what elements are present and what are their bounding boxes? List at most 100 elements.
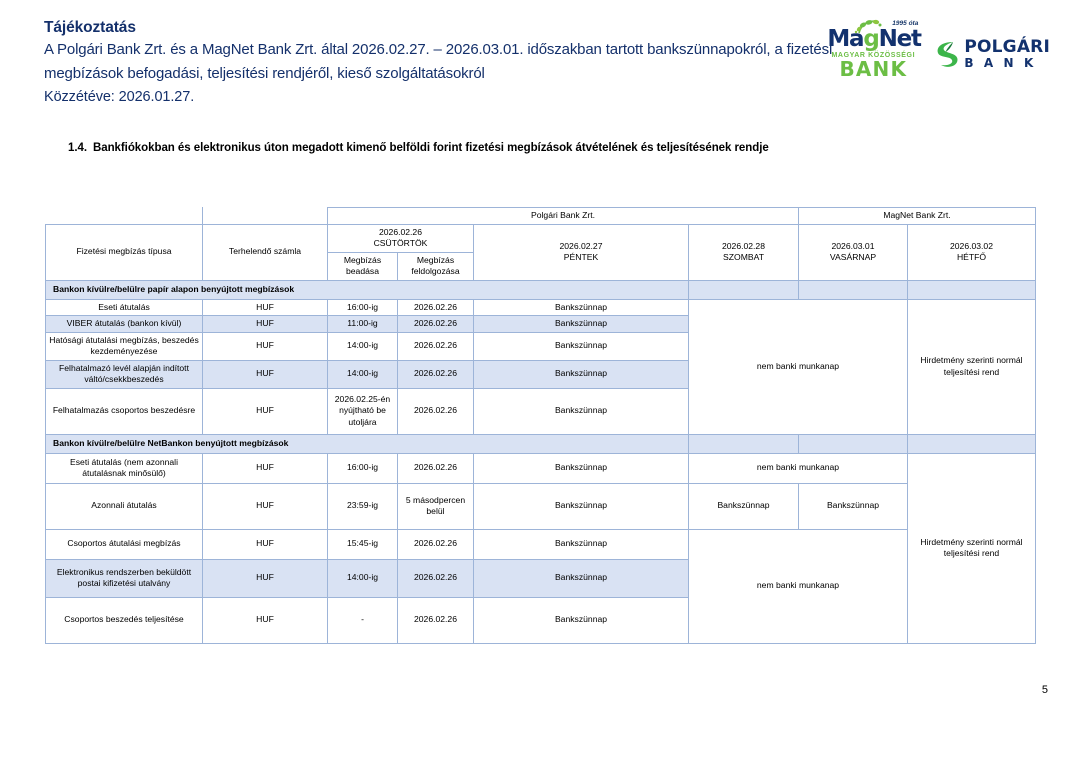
section-spacer-sat-2 xyxy=(688,433,799,454)
saturday-day: SZOMBAT xyxy=(723,252,764,262)
column-header-sunday: 2026.03.01 VASÁRNAP xyxy=(798,223,908,281)
bank-group-magnet: MagNet Bank Zrt. xyxy=(798,207,1036,225)
payment-schedule-table: Polgári Bank Zrt. MagNet Bank Zrt. Fizet… xyxy=(45,207,1036,644)
thursday-date: 2026.02.26 xyxy=(378,226,422,237)
row-process: 2026.02.26 xyxy=(397,359,474,389)
table-row: Felhatalmazás csoportos beszedésre HUF 2… xyxy=(45,387,1036,435)
magnet-word-g: g xyxy=(863,26,879,52)
column-header-process: Megbízás feldolgozása xyxy=(397,251,474,281)
row-type: Eseti átutalás (nem azonnali átutalásnak… xyxy=(45,452,203,484)
magnet-wordmark: MagNet xyxy=(827,26,922,52)
section2-row1-weekend-merged: nem banki munkanap xyxy=(688,452,908,484)
magnet-word-part1: Ma xyxy=(827,26,864,52)
column-header-thursday: 2026.02.26 CSÜTÖRTÖK xyxy=(327,223,474,253)
row-submit: 14:00-ig xyxy=(327,359,398,389)
row-friday: Bankszünnap xyxy=(473,387,689,435)
section2-weekend-merged: nem banki munkanap xyxy=(688,528,908,644)
section-label-paper: Bankon kívülre/belülre papír alapon beny… xyxy=(45,279,689,300)
sunday-day: VASÁRNAP xyxy=(829,252,877,262)
table-row: Azonnali átutalás HUF 23:59-ig 5 másodpe… xyxy=(45,482,1036,530)
bank-group-polgari: Polgári Bank Zrt. xyxy=(327,207,799,225)
row-submit: - xyxy=(327,596,398,644)
row-type: Felhatalmazó levél alapján indított vált… xyxy=(45,359,203,389)
table-row: Hatósági átutalási megbízás, beszedés ke… xyxy=(45,331,1036,361)
row-account: HUF xyxy=(202,315,328,333)
row-sunday: Bankszünnap xyxy=(798,482,908,530)
logo-group: 1995 óta MagNet MAGYAR KÖZÖSSÉGI BANK PO… xyxy=(827,19,1050,79)
friday-day: PÉNTEK xyxy=(563,252,599,262)
polgari-text-block: POLGÁRI B A N K xyxy=(964,36,1050,70)
row-submit: 23:59-ig xyxy=(327,482,398,530)
table-header-dates: Fizetési megbízás típusa Terhelendő szám… xyxy=(45,223,1036,281)
row-type: Elektronikus rendszerben beküldött posta… xyxy=(45,558,203,598)
page-title: Tájékoztatás xyxy=(44,19,136,36)
row-type: VIBER átutalás (bankon kívül) xyxy=(45,315,203,333)
section1-monday-merged: Hirdetmény szerinti normál teljesítési r… xyxy=(907,298,1036,435)
row-process: 2026.02.26 xyxy=(397,331,474,361)
row-friday: Bankszünnap xyxy=(473,558,689,598)
section-spacer-sun-1 xyxy=(798,279,908,300)
row-process: 2026.02.26 xyxy=(397,387,474,435)
row-type: Eseti átutalás xyxy=(45,298,203,316)
thursday-day: CSÜTÖRTÖK xyxy=(373,238,428,248)
row-friday: Bankszünnap xyxy=(473,452,689,484)
header-spacer-type xyxy=(45,207,203,225)
row-type: Azonnali átutalás xyxy=(45,482,203,530)
row-account: HUF xyxy=(202,359,328,389)
row-submit: 16:00-ig xyxy=(327,452,398,484)
row-process: 2026.02.26 xyxy=(397,452,474,484)
table-row: Csoportos beszedés teljesítése HUF - 202… xyxy=(45,596,1036,644)
row-friday: Bankszünnap xyxy=(473,331,689,361)
row-friday: Bankszünnap xyxy=(473,315,689,333)
row-process: 2026.02.26 xyxy=(397,596,474,644)
section-row-paper: Bankon kívülre/belülre papír alapon beny… xyxy=(45,279,1036,300)
polgari-leaf-icon xyxy=(937,41,958,67)
polgari-bank-word: B A N K xyxy=(964,55,1037,70)
friday-date: 2026.02.27 xyxy=(559,240,603,251)
row-friday: Bankszünnap xyxy=(473,528,689,560)
table-row: Eseti átutalás HUF 16:00-ig 2026.02.26 B… xyxy=(45,298,1036,435)
saturday-date: 2026.02.28 xyxy=(721,240,765,251)
row-friday: Bankszünnap xyxy=(473,359,689,389)
section-heading: 1.4. Bankfiókokban és elektronikus úton m… xyxy=(68,142,769,154)
row-type: Hatósági átutalási megbízás, beszedés ke… xyxy=(45,331,203,361)
row-process: 2026.02.26 xyxy=(397,298,474,316)
sunday-date: 2026.03.01 xyxy=(831,240,875,251)
row-account: HUF xyxy=(202,298,328,316)
section2-monday-merged: Hirdetmény szerinti normál teljesítési r… xyxy=(907,452,1036,644)
polgari-bank-logo: POLGÁRI B A N K xyxy=(933,36,1050,70)
row-account: HUF xyxy=(202,528,328,560)
row-process: 2026.02.26 xyxy=(397,528,474,560)
document-subtitle: A Polgári Bank Zrt. és a MagNet Bank Zrt… xyxy=(44,41,833,82)
polgari-wordmark: POLGÁRI xyxy=(964,36,1050,57)
row-friday: Bankszünnap xyxy=(473,298,689,316)
table-row: VIBER átutalás (bankon kívül) HUF 11:00-… xyxy=(45,315,1036,333)
row-submit: 2026.02.25-én nyújtható be utoljára xyxy=(327,387,398,435)
row-type: Csoportos beszedés teljesítése xyxy=(45,596,203,644)
row-account: HUF xyxy=(202,482,328,530)
column-header-friday: 2026.02.27 PÉNTEK xyxy=(473,223,689,281)
monday-date: 2026.03.02 xyxy=(949,240,993,251)
column-header-submit: Megbízás beadása xyxy=(327,251,398,281)
document-published-date: Közzétéve: 2026.01.27. xyxy=(44,89,195,105)
section-title: Bankfiókokban és elektronikus úton megad… xyxy=(92,142,769,154)
row-process: 2026.02.26 xyxy=(397,315,474,333)
table-header-subcolumns: Megbízás beadása Megbízás feldolgozása xyxy=(46,251,1036,281)
section-spacer-mon-2 xyxy=(907,433,1036,454)
row-saturday: Bankszünnap xyxy=(688,482,799,530)
table-row: Csoportos átutalási megbízás HUF 15:45-i… xyxy=(45,528,1036,644)
row-account: HUF xyxy=(202,452,328,484)
table-header-banks: Polgári Bank Zrt. MagNet Bank Zrt. xyxy=(45,207,1036,225)
page-number: 5 xyxy=(1041,684,1048,696)
row-submit: 11:00-ig xyxy=(327,315,398,333)
row-account: HUF xyxy=(202,596,328,644)
section-spacer-mon-1 xyxy=(907,279,1036,300)
row-submit: 15:45-ig xyxy=(327,528,398,560)
document-header: Tájékoztatás A Polgári Bank Zrt. és a Ma… xyxy=(44,18,864,108)
section1-weekend-merged: nem banki munkanap xyxy=(688,298,908,435)
table-row: Felhatalmazó levél alapján indított vált… xyxy=(45,359,1036,389)
row-submit: 14:00-ig xyxy=(327,331,398,361)
row-account: HUF xyxy=(202,387,328,435)
column-header-monday: 2026.03.02 HÉTFŐ xyxy=(907,223,1036,281)
section-spacer-sat-1 xyxy=(688,279,799,300)
